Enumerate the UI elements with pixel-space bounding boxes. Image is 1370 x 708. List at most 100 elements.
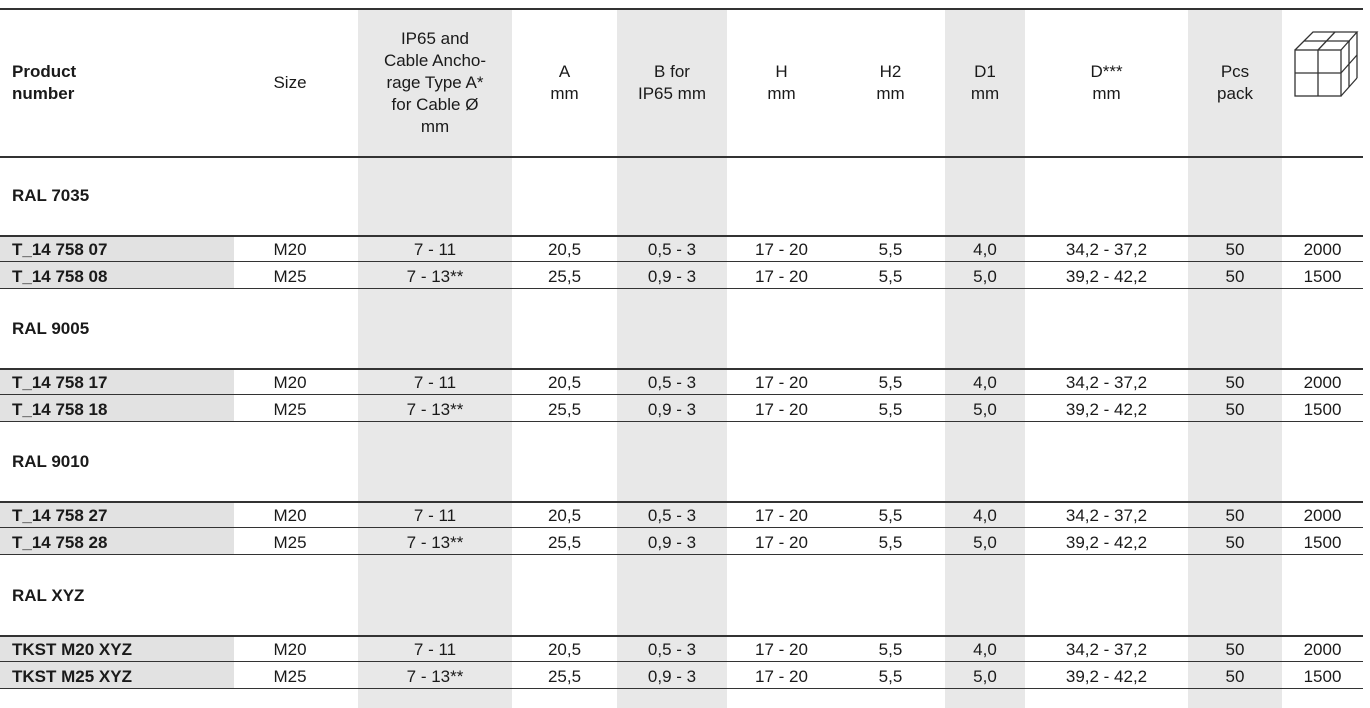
cell-box: 2000 — [1303, 640, 1342, 659]
cell-b: 0,9 - 3 — [647, 267, 697, 286]
cell-h: 17 - 20 — [755, 373, 808, 392]
cell-pn: TKST M25 XYZ — [12, 667, 132, 686]
cell-h2: 5,5 — [878, 533, 903, 552]
table-row: TKST M20 XYZ M20 7 - 11 20,5 0,5 - 3 17 - 20 5… — [0, 635, 1363, 662]
cell-pn: T_14 758 18 — [12, 400, 108, 419]
cell-box: 1500 — [1303, 667, 1342, 686]
cell-size: M25 — [273, 400, 307, 419]
cell-d: 34,2 - 37,2 — [1065, 240, 1148, 259]
cell-size: M25 — [273, 533, 307, 552]
cell-d1: 4,0 — [973, 640, 997, 659]
cell-pn: T_14 758 07 — [12, 240, 108, 259]
cell-h2: 5,5 — [878, 506, 903, 525]
cell-h2: 5,5 — [878, 240, 903, 259]
table-row: T_14 758 28 M25 7 - 13** 25,5 0,9 - 3 17 - 20… — [0, 528, 1363, 555]
shade-ip65-column — [358, 8, 512, 708]
cell-size: M20 — [273, 506, 307, 525]
cell-d1: 4,0 — [973, 506, 997, 525]
cell-b: 0,5 - 3 — [647, 240, 697, 259]
cell-a: 25,5 — [547, 267, 582, 286]
cell-pcs: 50 — [1225, 640, 1245, 659]
cell-h2: 5,5 — [878, 667, 903, 686]
cell-d: 39,2 - 42,2 — [1065, 267, 1148, 286]
cell-h: 17 - 20 — [755, 240, 808, 259]
cell-d: 34,2 - 37,2 — [1065, 506, 1148, 525]
cell-a: 25,5 — [547, 533, 582, 552]
cell-d1: 5,0 — [973, 267, 997, 286]
section-title: RAL 7035 — [12, 186, 90, 205]
header-a: A mm — [550, 62, 579, 103]
cell-d: 34,2 - 37,2 — [1065, 640, 1148, 659]
cell-b: 0,9 - 3 — [647, 400, 697, 419]
cell-pcs: 50 — [1225, 373, 1245, 392]
shade-b-column — [617, 8, 727, 708]
section-title: RAL XYZ — [12, 586, 85, 605]
cell-pn: T_14 758 28 — [12, 533, 108, 552]
cell-d: 39,2 - 42,2 — [1065, 667, 1148, 686]
section-title: RAL 9005 — [12, 319, 90, 338]
cell-a: 20,5 — [547, 373, 582, 392]
cell-d1: 5,0 — [973, 667, 997, 686]
cell-pcs: 50 — [1225, 240, 1245, 259]
shade-d1-column — [945, 8, 1025, 708]
cell-h: 17 - 20 — [755, 400, 808, 419]
cell-pn: TKST M20 XYZ — [12, 640, 132, 659]
header-b: B for IP65 mm — [637, 62, 707, 103]
table-header: Product number Size IP65 and Cable Ancho… — [0, 8, 1363, 158]
cell-h: 17 - 20 — [755, 667, 808, 686]
box-icon — [1294, 31, 1359, 97]
cell-pcs: 50 — [1225, 667, 1245, 686]
cell-b: 0,5 - 3 — [647, 506, 697, 525]
table-row: T_14 758 07 M20 7 - 11 20,5 0,5 - 3 17 - 20 5,… — [0, 235, 1363, 262]
cell-box: 1500 — [1303, 533, 1342, 552]
header-d1: D1 mm — [970, 62, 1000, 103]
cell-size: M20 — [273, 373, 307, 392]
cell-a: 25,5 — [547, 667, 582, 686]
table-row: T_14 758 18 M25 7 - 13** 25,5 0,9 - 3 17 - 20… — [0, 395, 1363, 422]
cell-ip: 7 - 13** — [406, 533, 464, 552]
cell-ip: 7 - 13** — [406, 400, 464, 419]
cell-pcs: 50 — [1225, 506, 1245, 525]
cell-ip: 7 - 13** — [406, 267, 464, 286]
header-pcs-pack: Pcs pack — [1217, 62, 1253, 103]
cell-a: 20,5 — [547, 640, 582, 659]
cell-d: 34,2 - 37,2 — [1065, 373, 1148, 392]
cell-pcs: 50 — [1225, 533, 1245, 552]
cell-d1: 4,0 — [973, 240, 997, 259]
cell-d: 39,2 - 42,2 — [1065, 400, 1148, 419]
cell-pn: T_14 758 17 — [12, 373, 108, 392]
cell-pn: T_14 758 27 — [12, 506, 108, 525]
cell-box: 2000 — [1303, 506, 1342, 525]
section-title: RAL 9010 — [12, 452, 90, 471]
cell-h2: 5,5 — [878, 400, 903, 419]
cell-size: M25 — [273, 267, 307, 286]
cell-size: M25 — [273, 667, 307, 686]
cell-a: 20,5 — [547, 506, 582, 525]
shade-pcs-column — [1188, 8, 1282, 708]
cell-h2: 5,5 — [878, 373, 903, 392]
cell-h: 17 - 20 — [755, 506, 808, 525]
cell-size: M20 — [273, 240, 307, 259]
cell-ip: 7 - 11 — [413, 640, 457, 659]
cell-b: 0,9 - 3 — [647, 533, 697, 552]
table-row: T_14 758 17 M20 7 - 11 20,5 0,5 - 3 17 - 20 5,… — [0, 368, 1363, 395]
cell-d1: 5,0 — [973, 400, 997, 419]
cell-size: M20 — [273, 640, 307, 659]
header-h2: H2 mm — [876, 62, 905, 103]
cell-d1: 4,0 — [973, 373, 997, 392]
cell-d: 39,2 - 42,2 — [1065, 533, 1148, 552]
cell-pcs: 50 — [1225, 400, 1245, 419]
cell-h: 17 - 20 — [755, 640, 808, 659]
cell-ip: 7 - 11 — [413, 373, 457, 392]
cell-pn: T_14 758 08 — [12, 267, 108, 286]
cell-box: 1500 — [1303, 267, 1342, 286]
cell-h: 17 - 20 — [755, 533, 808, 552]
header-d: D*** mm — [1090, 62, 1123, 103]
cell-pcs: 50 — [1225, 267, 1245, 286]
header-ip65-cable: IP65 and Cable Ancho- rage Type A* for C… — [383, 29, 487, 136]
cell-ip: 7 - 13** — [406, 667, 464, 686]
table-row: TKST M25 XYZ M25 7 - 13** 25,5 0,9 - 3 17 - 2… — [0, 662, 1363, 689]
table-row: T_14 758 27 M20 7 - 11 20,5 0,5 - 3 17 - 20 5,… — [0, 501, 1363, 528]
cell-h2: 5,5 — [878, 267, 903, 286]
